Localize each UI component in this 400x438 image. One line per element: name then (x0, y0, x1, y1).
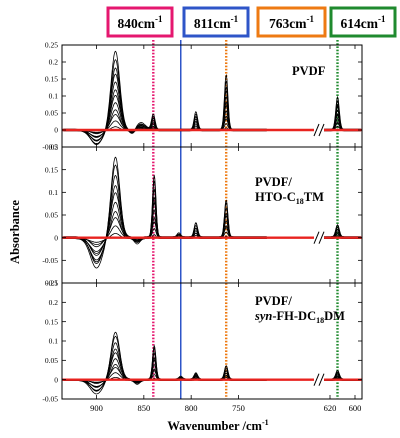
y-tick-label: 0.05 (45, 109, 58, 118)
y-tick-label: 0.2 (49, 58, 59, 67)
marker-box (329, 6, 397, 38)
marker-label-sup: -1 (378, 14, 386, 24)
y-tick-label: -0.05 (42, 256, 58, 265)
x-axis-label: Wavenumber /cm-1 (167, 418, 268, 433)
spectrum-curve (63, 175, 361, 263)
axis-break-mark (313, 372, 325, 387)
y-tick-label: 0.15 (45, 165, 58, 174)
marker-box (256, 6, 327, 38)
panel-label: PVDF/ (255, 294, 292, 308)
x-tick-label: 800 (185, 403, 198, 413)
marker-label-text: 811cm (194, 16, 231, 31)
marker-label-sup: -1 (307, 14, 315, 24)
axis-break-mark (313, 230, 325, 245)
panel-label: syn-FH-DC18DM (254, 309, 345, 325)
y-tick-label: 0 (54, 233, 58, 242)
panel-label-sub: 18 (316, 316, 324, 325)
panel-frame (61, 146, 363, 284)
panel-label-text: -FH-DC (272, 309, 316, 323)
y-tick-label: 0.1 (49, 188, 59, 197)
marker-label-sup: -1 (155, 14, 163, 24)
marker-label-text: 614cm (341, 16, 379, 31)
panel-label-after: DM (324, 309, 345, 323)
marker-label-sup: -1 (231, 14, 239, 24)
y-tick-label: 0.1 (49, 92, 59, 101)
y-tick-label: 0.05 (45, 211, 58, 220)
y-tick-label: 0.15 (45, 75, 58, 84)
marker-box (182, 6, 250, 38)
panel-label-text: HTO-C (255, 190, 296, 204)
axis-break-mark (313, 123, 325, 137)
panel-label-italic: syn (254, 309, 272, 323)
y-tick-label: 0.25 (45, 41, 58, 50)
marker-box (106, 6, 174, 38)
y-tick-label: 0 (54, 126, 58, 135)
y-tick-label: 0.2 (49, 143, 59, 152)
panel-label-text: PVDF/ (255, 294, 292, 308)
marker-lines (152, 40, 339, 399)
panel-frames (61, 44, 363, 400)
marker-label: 840cm-1 (118, 14, 163, 31)
marker-label-text: 763cm (269, 16, 307, 31)
chart-labels: 0.25 0.2 0.15 0.1 0.05 0 -0.05 PVDF 0.2 0.15 0.1 0.… (42, 6, 397, 413)
y-axis-label: Absorbance (8, 200, 22, 264)
spectra-curves (62, 50, 362, 395)
panel-label-text: PVDF/ (255, 175, 292, 189)
x-tick-label: 600 (349, 403, 362, 413)
marker-label: 811cm-1 (194, 14, 239, 31)
y-tick-label: -0.05 (42, 143, 58, 152)
y-tick-label: 0.05 (45, 356, 58, 365)
x-tick-label: 900 (90, 403, 103, 413)
y-tick-label: 0.1 (49, 337, 59, 346)
x-tick-label: 850 (137, 403, 150, 413)
y-tick-label: -0.05 (42, 395, 58, 404)
y-tick-label: 0.2 (49, 298, 59, 307)
y-tick-label: 0 (54, 375, 58, 384)
x-axis-label-main: Wavenumber /cm (167, 419, 262, 433)
marker-label-text: 840cm (118, 16, 156, 31)
y-tick-label: 0.15 (45, 317, 58, 326)
panel-label-after: TM (304, 190, 324, 204)
spectrum-curve (63, 156, 361, 269)
marker-label: 763cm-1 (269, 14, 314, 31)
panel-label: HTO-C18TM (255, 190, 324, 206)
panel-label-text: PVDF (292, 64, 326, 78)
x-axis-label-sup: -1 (262, 418, 269, 427)
x-tick-label: 750 (232, 403, 245, 413)
y-tick-label: -0.1 (46, 279, 58, 288)
y-tick-label: 0.25 (45, 279, 58, 288)
panel-label: PVDF/ (255, 175, 292, 189)
spectrum-curve (63, 164, 361, 264)
x-tick-label: 620 (324, 403, 337, 413)
panel-label: PVDF (292, 64, 326, 78)
marker-label: 614cm-1 (341, 14, 386, 31)
panel-label-sub: 18 (296, 197, 304, 206)
